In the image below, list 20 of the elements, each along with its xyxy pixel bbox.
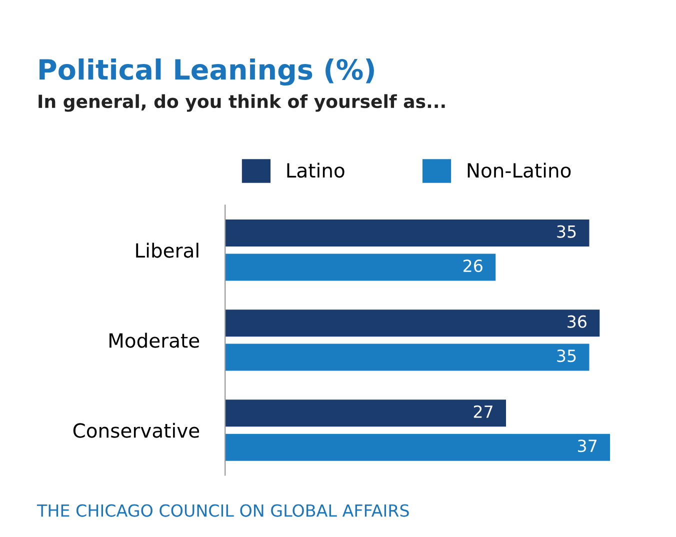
legend-label: Non-Latino xyxy=(468,162,571,178)
data-label: 35 xyxy=(557,350,576,362)
bar xyxy=(225,434,610,461)
data-label: 36 xyxy=(568,315,586,328)
bar xyxy=(225,220,590,247)
legend-label: Latino xyxy=(287,162,344,178)
chart-title: Political Leanings (%) xyxy=(40,58,374,86)
bar xyxy=(225,254,496,281)
y-tick-label: Conservative xyxy=(73,422,200,438)
bar xyxy=(225,344,590,371)
bar xyxy=(225,400,506,427)
data-label: 37 xyxy=(578,440,597,452)
text: THE CHICAGO COUNCIL ON GLOBAL AFFAIRS xyxy=(36,504,409,517)
data-label: 26 xyxy=(463,259,482,272)
data-label: 35 xyxy=(557,225,576,238)
data-label: 27 xyxy=(474,405,492,418)
y-tick-label: Liberal xyxy=(136,242,198,258)
chart-subtitle: In general, do you think of yourself as... xyxy=(38,94,445,112)
y-tick-label: Moderate xyxy=(110,332,200,348)
bar xyxy=(225,310,600,337)
